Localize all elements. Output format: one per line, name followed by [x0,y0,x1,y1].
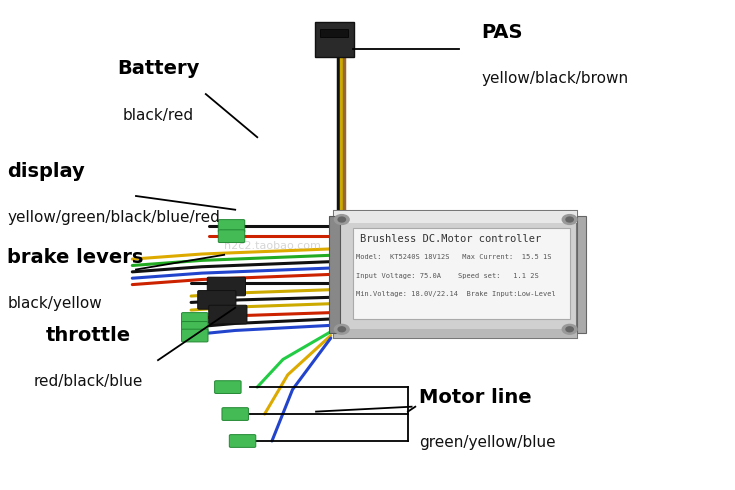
Text: display: display [7,162,85,181]
Text: Motor line: Motor line [419,388,531,407]
Text: green/yellow/blue: green/yellow/blue [419,435,556,450]
Circle shape [334,215,349,224]
Text: yellow/black/brown: yellow/black/brown [481,71,628,86]
FancyBboxPatch shape [207,277,245,296]
FancyBboxPatch shape [229,435,256,447]
FancyBboxPatch shape [182,313,208,325]
Text: yellow/green/black/blue/red: yellow/green/black/blue/red [7,210,220,225]
FancyBboxPatch shape [315,22,354,57]
FancyBboxPatch shape [218,230,245,243]
FancyBboxPatch shape [334,211,577,338]
FancyBboxPatch shape [353,228,570,318]
FancyBboxPatch shape [182,329,208,342]
Circle shape [566,327,573,332]
Text: Min.Voltage: 18.0V/22.14  Brake Input:Low-Level: Min.Voltage: 18.0V/22.14 Brake Input:Low… [356,292,556,297]
FancyBboxPatch shape [215,381,241,393]
FancyBboxPatch shape [182,321,208,334]
Text: red/black/blue: red/black/blue [34,374,143,389]
FancyBboxPatch shape [218,220,245,232]
FancyBboxPatch shape [222,408,248,420]
Text: throttle: throttle [46,326,131,345]
Bar [577,216,586,333]
Text: black/red: black/red [123,108,193,123]
Text: PAS: PAS [481,23,523,42]
Text: Input Voltage: 75.0A    Speed set:   1.1 2S: Input Voltage: 75.0A Speed set: 1.1 2S [356,273,539,279]
Circle shape [566,217,573,222]
Circle shape [562,215,577,224]
Text: Battery: Battery [117,59,199,78]
Circle shape [334,324,349,334]
Circle shape [338,217,345,222]
FancyBboxPatch shape [198,291,236,309]
Bar [334,329,577,338]
Circle shape [338,327,345,332]
FancyBboxPatch shape [209,305,247,324]
Circle shape [562,324,577,334]
Text: h2c2.taobao.com: h2c2.taobao.com [223,241,320,251]
Text: Model:  KT5240S 18V12S   Max Current:  15.5 1S: Model: KT5240S 18V12S Max Current: 15.5 … [356,254,552,260]
Text: brake levers: brake levers [7,248,144,267]
FancyBboxPatch shape [320,29,348,37]
Bar [329,216,340,333]
Text: black/yellow: black/yellow [7,296,102,311]
Bar [334,211,577,223]
Text: Brushless DC.Motor controller: Brushless DC.Motor controller [360,234,542,244]
